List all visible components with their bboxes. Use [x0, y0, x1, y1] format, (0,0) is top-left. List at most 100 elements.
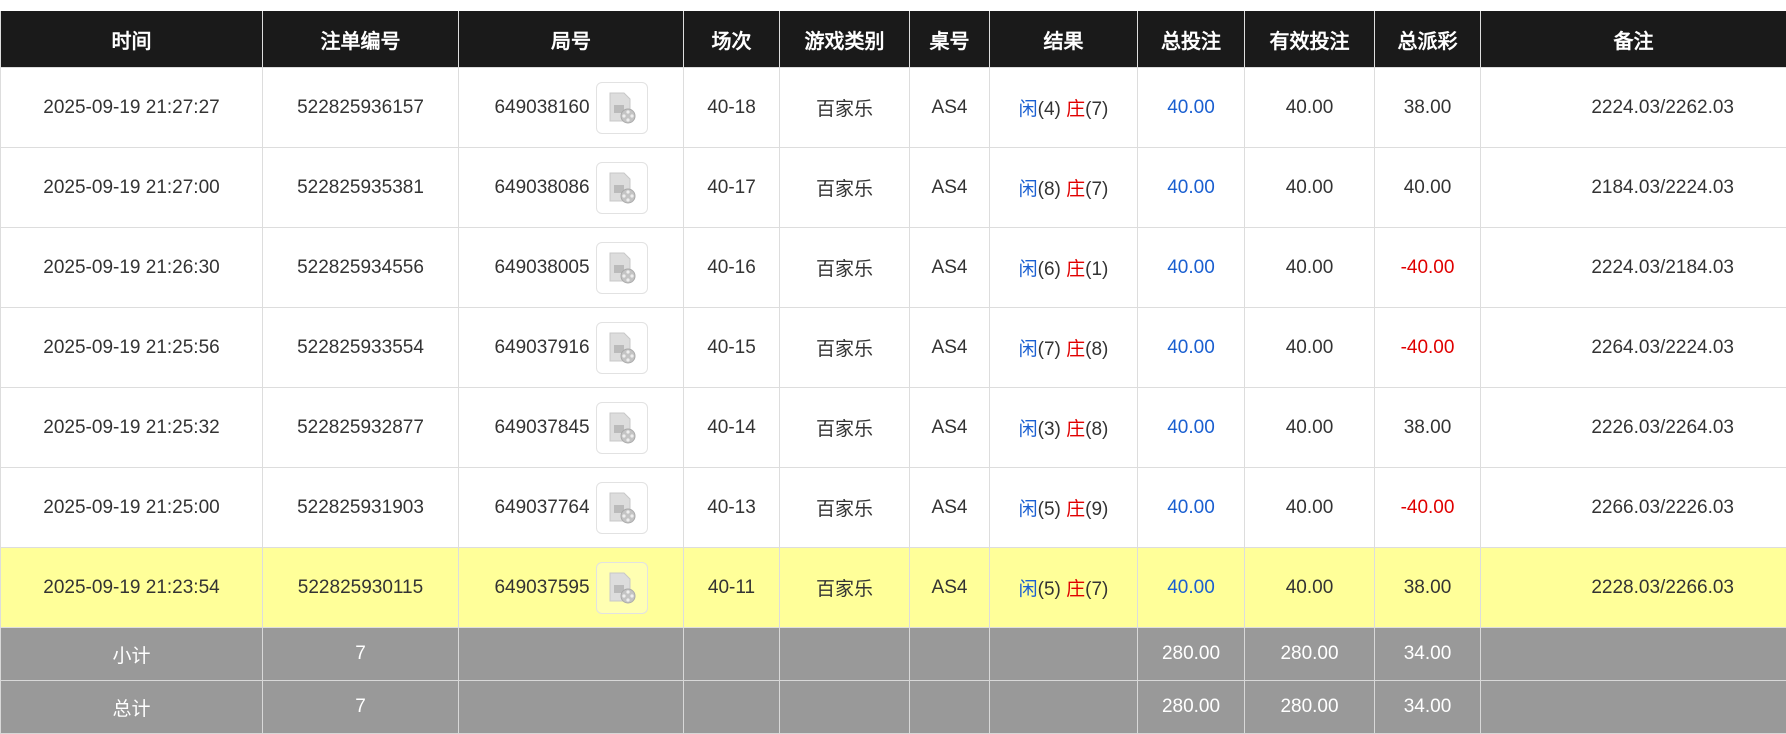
shoe-cell: 40-11 — [684, 548, 780, 628]
time-cell: 2025-09-19 21:25:56 — [1, 308, 263, 388]
round-cell: 649037595 — [459, 548, 684, 628]
banker-score: (8) — [1085, 339, 1108, 360]
total-bet-cell: 40.00 — [1138, 68, 1245, 148]
result-cell: 闲(5) 庄(7) — [990, 548, 1138, 628]
round-number: 649037845 — [494, 417, 589, 438]
empty-cell — [459, 681, 684, 734]
summary-valid-bet: 280.00 — [1245, 681, 1375, 734]
banker-score: (9) — [1085, 499, 1108, 520]
player-score: (7) — [1038, 339, 1061, 360]
banker-label: 庄 — [1066, 99, 1085, 120]
empty-cell — [1481, 681, 1786, 734]
empty-cell — [459, 628, 684, 681]
banker-label: 庄 — [1066, 499, 1085, 520]
note-cell: 2228.03/2266.03 — [1481, 548, 1786, 628]
shoe-cell: 40-15 — [684, 308, 780, 388]
summary-label: 小计 — [1, 628, 263, 681]
player-score: (8) — [1038, 179, 1061, 200]
empty-cell — [990, 628, 1138, 681]
total-bet-cell: 40.00 — [1138, 308, 1245, 388]
summary-label: 总计 — [1, 681, 263, 734]
header-round: 局号 — [459, 11, 684, 68]
banker-score: (7) — [1085, 579, 1108, 600]
valid-bet-cell: 40.00 — [1245, 308, 1375, 388]
total-bet-cell: 40.00 — [1138, 548, 1245, 628]
player-score: (3) — [1038, 419, 1061, 440]
time-cell: 2025-09-19 21:25:00 — [1, 468, 263, 548]
time-cell: 2025-09-19 21:25:32 — [1, 388, 263, 468]
player-score: (5) — [1038, 579, 1061, 600]
table-no-cell: AS4 — [910, 548, 990, 628]
result-cell: 闲(3) 庄(8) — [990, 388, 1138, 468]
total-bet-cell: 40.00 — [1138, 468, 1245, 548]
video-replay-icon[interactable] — [596, 162, 648, 214]
round-cell: 649038160 — [459, 68, 684, 148]
video-replay-icon[interactable] — [596, 322, 648, 374]
game-type-cell: 百家乐 — [780, 468, 910, 548]
video-replay-icon[interactable] — [596, 562, 648, 614]
video-replay-icon[interactable] — [596, 402, 648, 454]
summary-payout: 34.00 — [1375, 628, 1481, 681]
header-table-no: 桌号 — [910, 11, 990, 68]
round-number: 649037916 — [494, 337, 589, 358]
time-cell: 2025-09-19 21:26:30 — [1, 228, 263, 308]
game-type-cell: 百家乐 — [780, 148, 910, 228]
shoe-cell: 40-13 — [684, 468, 780, 548]
empty-cell — [1481, 628, 1786, 681]
payout-cell: 38.00 — [1375, 68, 1481, 148]
summary-payout: 34.00 — [1375, 681, 1481, 734]
table-no-cell: AS4 — [910, 228, 990, 308]
note-cell: 2266.03/2226.03 — [1481, 468, 1786, 548]
bet-id-cell: 522825936157 — [263, 68, 459, 148]
time-cell: 2025-09-19 21:27:27 — [1, 68, 263, 148]
header-note: 备注 — [1481, 11, 1786, 68]
payout-cell: -40.00 — [1375, 308, 1481, 388]
header-time: 时间 — [1, 11, 263, 68]
bet-id-cell: 522825930115 — [263, 548, 459, 628]
banker-score: (8) — [1085, 419, 1108, 440]
table-no-cell: AS4 — [910, 308, 990, 388]
time-cell: 2025-09-19 21:27:00 — [1, 148, 263, 228]
result-cell: 闲(4) 庄(7) — [990, 68, 1138, 148]
video-replay-icon[interactable] — [596, 482, 648, 534]
valid-bet-cell: 40.00 — [1245, 228, 1375, 308]
header-valid-bet: 有效投注 — [1245, 11, 1375, 68]
header-bet-id: 注单编号 — [263, 11, 459, 68]
note-cell: 2224.03/2262.03 — [1481, 68, 1786, 148]
note-cell: 2224.03/2184.03 — [1481, 228, 1786, 308]
video-replay-icon[interactable] — [596, 82, 648, 134]
summary-count: 7 — [263, 628, 459, 681]
round-cell: 649037764 — [459, 468, 684, 548]
payout-cell: 40.00 — [1375, 148, 1481, 228]
player-score: (5) — [1038, 499, 1061, 520]
empty-cell — [910, 681, 990, 734]
game-type-cell: 百家乐 — [780, 308, 910, 388]
banker-label: 庄 — [1066, 259, 1085, 280]
shoe-cell: 40-18 — [684, 68, 780, 148]
bet-records-table: 时间注单编号局号场次游戏类别桌号结果总投注有效投注总派彩备注 2025-09-1… — [0, 11, 1786, 734]
player-label: 闲 — [1019, 339, 1038, 360]
bet-id-cell: 522825933554 — [263, 308, 459, 388]
note-cell: 2264.03/2224.03 — [1481, 308, 1786, 388]
banker-label: 庄 — [1066, 339, 1085, 360]
video-replay-icon[interactable] — [596, 242, 648, 294]
banker-score: (7) — [1085, 99, 1108, 120]
result-cell: 闲(8) 庄(7) — [990, 148, 1138, 228]
result-cell: 闲(6) 庄(1) — [990, 228, 1138, 308]
player-score: (4) — [1038, 99, 1061, 120]
result-cell: 闲(7) 庄(8) — [990, 308, 1138, 388]
valid-bet-cell: 40.00 — [1245, 468, 1375, 548]
bet-id-cell: 522825931903 — [263, 468, 459, 548]
player-label: 闲 — [1019, 179, 1038, 200]
shoe-cell: 40-17 — [684, 148, 780, 228]
empty-cell — [684, 628, 780, 681]
round-number: 649037764 — [494, 497, 589, 518]
header-payout: 总派彩 — [1375, 11, 1481, 68]
summary-valid-bet: 280.00 — [1245, 628, 1375, 681]
